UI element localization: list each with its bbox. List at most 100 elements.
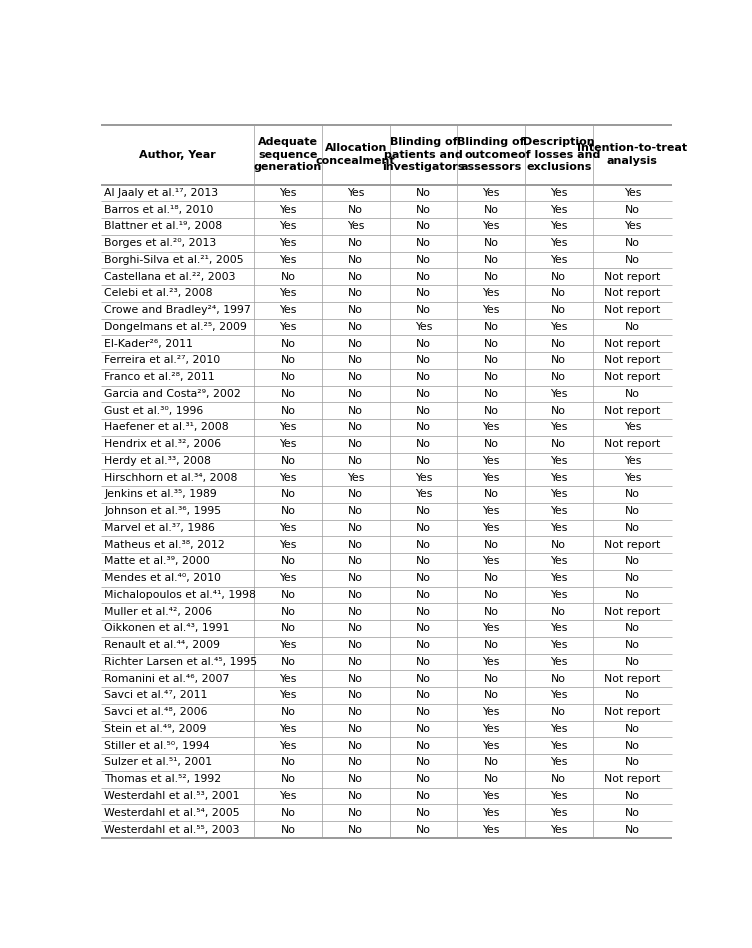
Text: No: No	[280, 556, 296, 567]
Text: No: No	[348, 322, 363, 332]
Text: No: No	[416, 624, 431, 633]
Text: Yes: Yes	[623, 423, 641, 432]
Text: No: No	[416, 640, 431, 650]
Text: No: No	[416, 389, 431, 399]
Text: Yes: Yes	[623, 188, 641, 198]
Text: No: No	[625, 238, 640, 248]
Text: No: No	[625, 389, 640, 399]
Text: No: No	[551, 406, 566, 416]
Text: Yes: Yes	[279, 439, 296, 449]
Text: Garcia and Costa²⁹, 2002: Garcia and Costa²⁹, 2002	[105, 389, 241, 399]
Text: No: No	[280, 489, 296, 500]
Text: No: No	[551, 338, 566, 349]
Text: Yes: Yes	[482, 506, 500, 517]
Text: No: No	[416, 657, 431, 667]
Text: No: No	[484, 238, 499, 248]
Text: Haefener et al.³¹, 2008: Haefener et al.³¹, 2008	[105, 423, 229, 432]
Text: No: No	[625, 506, 640, 517]
Text: Yes: Yes	[482, 791, 500, 801]
Text: No: No	[348, 423, 363, 432]
Text: No: No	[280, 356, 296, 366]
Text: No: No	[348, 607, 363, 617]
Text: No: No	[280, 757, 296, 768]
Text: No: No	[625, 489, 640, 500]
Text: No: No	[551, 674, 566, 684]
Text: No: No	[551, 707, 566, 718]
Text: No: No	[484, 590, 499, 600]
Text: No: No	[416, 607, 431, 617]
Text: No: No	[625, 322, 640, 332]
Text: Stiller et al.⁵⁰, 1994: Stiller et al.⁵⁰, 1994	[105, 740, 210, 751]
Text: No: No	[280, 775, 296, 784]
Text: No: No	[484, 607, 499, 617]
Text: No: No	[416, 373, 431, 382]
Text: Yes: Yes	[550, 255, 568, 264]
Text: No: No	[280, 506, 296, 517]
Text: No: No	[348, 825, 363, 834]
Text: Not report: Not report	[605, 288, 660, 299]
Text: Yes: Yes	[482, 556, 500, 567]
Text: Not report: Not report	[605, 356, 660, 366]
Text: Yes: Yes	[279, 222, 296, 231]
Text: No: No	[348, 775, 363, 784]
Text: Blinding of
patients and
investigators: Blinding of patients and investigators	[382, 137, 465, 172]
Text: Yes: Yes	[482, 657, 500, 667]
Text: No: No	[348, 740, 363, 751]
Text: Mendes et al.⁴⁰, 2010: Mendes et al.⁴⁰, 2010	[105, 574, 222, 583]
Text: No: No	[416, 423, 431, 432]
Text: Ferreira et al.²⁷, 2010: Ferreira et al.²⁷, 2010	[105, 356, 221, 366]
Text: No: No	[348, 338, 363, 349]
Text: Blattner et al.¹⁹, 2008: Blattner et al.¹⁹, 2008	[105, 222, 223, 231]
Text: No: No	[416, 674, 431, 684]
Text: No: No	[484, 389, 499, 399]
Text: No: No	[551, 288, 566, 299]
Text: No: No	[416, 288, 431, 299]
Text: No: No	[280, 272, 296, 282]
Text: No: No	[348, 674, 363, 684]
Text: Yes: Yes	[279, 724, 296, 734]
Text: Yes: Yes	[550, 188, 568, 198]
Text: Intention-to-treat
analysis: Intention-to-treat analysis	[578, 143, 687, 166]
Text: Sulzer et al.⁵¹, 2001: Sulzer et al.⁵¹, 2001	[105, 757, 213, 768]
Text: Author, Year: Author, Year	[139, 150, 216, 159]
Text: Jenkins et al.³⁵, 1989: Jenkins et al.³⁵, 1989	[105, 489, 217, 500]
Text: No: No	[348, 205, 363, 214]
Text: No: No	[484, 757, 499, 768]
Text: Yes: Yes	[550, 657, 568, 667]
Text: Yes: Yes	[482, 188, 500, 198]
Text: Yes: Yes	[623, 456, 641, 466]
Text: No: No	[416, 523, 431, 533]
Text: No: No	[625, 657, 640, 667]
Text: Not report: Not report	[605, 607, 660, 617]
Text: Yes: Yes	[482, 423, 500, 432]
Text: No: No	[348, 556, 363, 567]
Text: No: No	[551, 305, 566, 315]
Text: Yes: Yes	[414, 489, 432, 500]
Text: Borghi-Silva et al.²¹, 2005: Borghi-Silva et al.²¹, 2005	[105, 255, 244, 264]
Text: Description
of losses and
exclusions: Description of losses and exclusions	[517, 137, 600, 172]
Text: Yes: Yes	[279, 288, 296, 299]
Text: No: No	[348, 356, 363, 366]
Text: Matheus et al.³⁸, 2012: Matheus et al.³⁸, 2012	[105, 539, 226, 550]
Text: Yes: Yes	[550, 825, 568, 834]
Text: No: No	[348, 757, 363, 768]
Text: No: No	[484, 338, 499, 349]
Text: Marvel et al.³⁷, 1986: Marvel et al.³⁷, 1986	[105, 523, 215, 533]
Text: Yes: Yes	[482, 473, 500, 483]
Text: Dongelmans et al.²⁵, 2009: Dongelmans et al.²⁵, 2009	[105, 322, 247, 332]
Text: No: No	[280, 624, 296, 633]
Text: Yes: Yes	[414, 473, 432, 483]
Text: No: No	[484, 439, 499, 449]
Text: No: No	[416, 439, 431, 449]
Text: Savci et al.⁴⁸, 2006: Savci et al.⁴⁸, 2006	[105, 707, 208, 718]
Text: No: No	[348, 489, 363, 500]
Text: No: No	[416, 338, 431, 349]
Text: No: No	[416, 825, 431, 834]
Text: No: No	[625, 640, 640, 650]
Text: No: No	[348, 724, 363, 734]
Text: Yes: Yes	[550, 389, 568, 399]
Text: Not report: Not report	[605, 539, 660, 550]
Text: Not report: Not report	[605, 338, 660, 349]
Text: No: No	[625, 690, 640, 701]
Text: No: No	[625, 624, 640, 633]
